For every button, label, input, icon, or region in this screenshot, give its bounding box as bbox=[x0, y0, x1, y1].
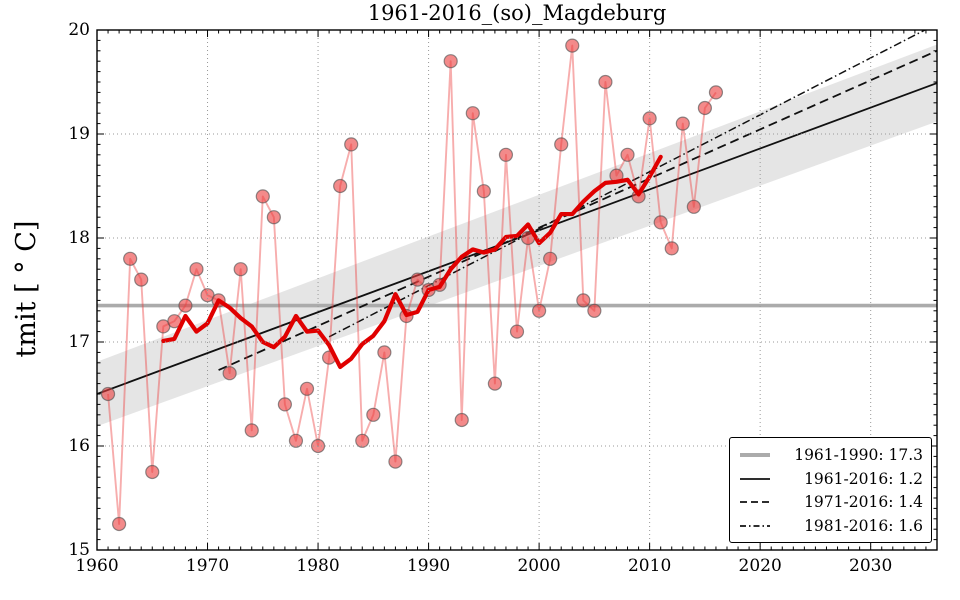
data-point bbox=[653, 215, 668, 230]
y-axis-label: tmit [ ° C] bbox=[11, 220, 42, 358]
data-point bbox=[178, 298, 193, 313]
legend-label: 1981-2016: 1.6 bbox=[804, 517, 923, 536]
y-tick-label: 19 bbox=[68, 124, 90, 144]
data-point bbox=[697, 100, 712, 116]
data-point bbox=[554, 137, 569, 152]
x-tick-label: 1980 bbox=[296, 556, 340, 576]
legend-item: 1971-2016: 1.4 bbox=[739, 491, 923, 515]
data-point bbox=[266, 210, 281, 225]
data-point bbox=[708, 85, 724, 100]
data-point bbox=[112, 516, 127, 532]
data-point bbox=[443, 54, 458, 69]
x-tick-label: 2030 bbox=[849, 556, 893, 576]
data-point bbox=[664, 241, 679, 256]
legend-item: 1981-2016: 1.6 bbox=[739, 514, 923, 538]
data-point bbox=[454, 412, 469, 428]
data-point bbox=[498, 147, 514, 162]
x-tick-label: 2020 bbox=[738, 556, 782, 576]
legend-label: 1971-2016: 1.4 bbox=[804, 493, 923, 512]
legend-sample-solid bbox=[740, 477, 770, 480]
legend-item: 1961-2016: 1.2 bbox=[739, 467, 923, 491]
trend-line-dashdot bbox=[328, 30, 927, 338]
x-tick-label: 2000 bbox=[517, 556, 561, 576]
data-point bbox=[145, 464, 160, 480]
plot-content bbox=[97, 30, 937, 532]
y-tick-label: 15 bbox=[68, 540, 90, 560]
data-point bbox=[123, 251, 138, 266]
y-tick-label: 16 bbox=[68, 436, 90, 456]
legend-label: 1961-2016: 1.2 bbox=[804, 469, 923, 488]
running-mean-line bbox=[161, 154, 663, 370]
data-point bbox=[576, 293, 591, 308]
data-point bbox=[222, 366, 237, 381]
data-point bbox=[355, 433, 370, 448]
data-point bbox=[565, 38, 580, 53]
data-point bbox=[100, 386, 116, 402]
data-point bbox=[333, 178, 348, 194]
data-point bbox=[388, 454, 403, 469]
x-tick-label: 2010 bbox=[627, 556, 672, 576]
data-point bbox=[344, 137, 359, 152]
y-tick-label: 20 bbox=[68, 20, 90, 40]
legend-label: 1961-1990: 17.3 bbox=[794, 445, 923, 464]
trend-line-solid bbox=[97, 82, 937, 395]
data-point bbox=[686, 199, 701, 214]
legend-sample-refline bbox=[740, 452, 770, 457]
x-tick-label: 1970 bbox=[185, 556, 230, 576]
y-tick-label: 18 bbox=[68, 228, 90, 248]
data-point bbox=[476, 184, 491, 199]
data-point bbox=[509, 324, 525, 339]
data-point bbox=[587, 303, 602, 318]
legend: 1961-1990: 17.3 1961-2016: 1.2 1971-2016: … bbox=[729, 437, 932, 543]
data-point bbox=[410, 272, 425, 287]
x-tick-label: 1960 bbox=[75, 556, 119, 576]
data-point bbox=[277, 397, 292, 412]
data-point bbox=[366, 407, 381, 422]
data-point bbox=[377, 345, 392, 360]
data-point bbox=[299, 381, 315, 396]
data-point bbox=[675, 116, 690, 131]
chart-title: 1961-2016_(so)_Magdeburg bbox=[367, 1, 667, 25]
data-point bbox=[620, 147, 635, 162]
data-point bbox=[189, 262, 204, 277]
legend-item: 1961-1990: 17.3 bbox=[739, 443, 923, 467]
y-tick-label: 17 bbox=[68, 332, 90, 352]
x-tick-label: 1990 bbox=[406, 556, 451, 576]
data-point bbox=[255, 189, 270, 204]
legend-sample-dashed bbox=[740, 501, 770, 504]
data-point bbox=[288, 433, 304, 448]
legend-sample-dashdot bbox=[740, 525, 770, 528]
data-point bbox=[465, 106, 480, 121]
axis-ticks bbox=[96, 29, 938, 551]
data-point bbox=[487, 376, 502, 391]
annual-data-points bbox=[100, 38, 724, 532]
data-point bbox=[244, 423, 259, 438]
data-point bbox=[543, 251, 558, 266]
data-point bbox=[233, 262, 248, 277]
data-point bbox=[134, 272, 149, 287]
data-point bbox=[598, 74, 613, 90]
